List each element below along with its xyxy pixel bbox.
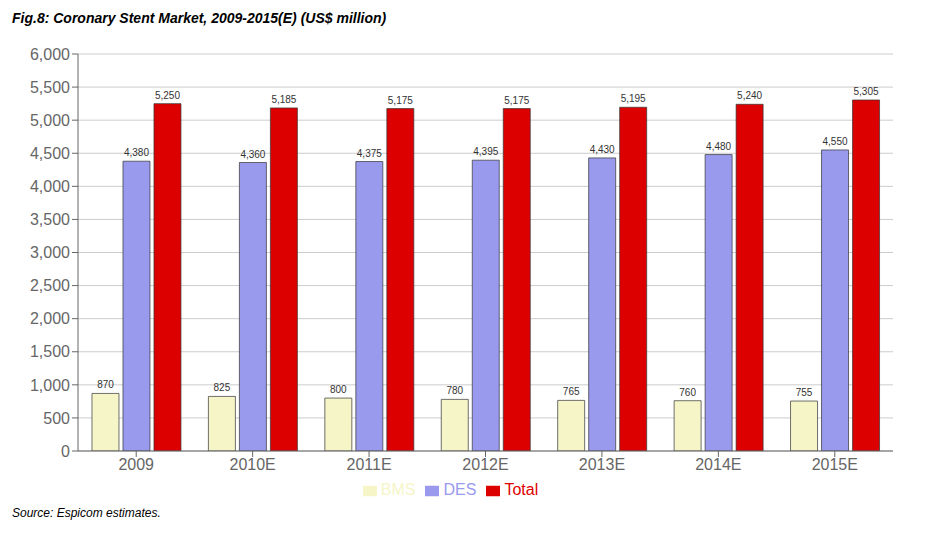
svg-text:2011E: 2011E bbox=[347, 456, 392, 473]
svg-text:800: 800 bbox=[330, 384, 347, 395]
svg-text:0: 0 bbox=[61, 443, 70, 460]
svg-text:5,305: 5,305 bbox=[854, 86, 879, 97]
svg-text:5,250: 5,250 bbox=[155, 90, 180, 101]
svg-text:2009: 2009 bbox=[118, 456, 154, 473]
svg-text:2,500: 2,500 bbox=[30, 277, 70, 294]
svg-text:4,360: 4,360 bbox=[240, 149, 265, 160]
svg-text:2012E: 2012E bbox=[462, 456, 508, 473]
svg-text:5,000: 5,000 bbox=[30, 112, 70, 129]
svg-text:755: 755 bbox=[796, 387, 813, 398]
svg-text:5,240: 5,240 bbox=[737, 90, 762, 101]
html-text:BMS: BMS bbox=[380, 481, 416, 498]
svg-text:2010E: 2010E bbox=[230, 456, 276, 473]
svg-text:4,550: 4,550 bbox=[823, 136, 848, 147]
svg-text:2,000: 2,000 bbox=[30, 310, 70, 327]
html-text:Source: Espicom estimates.: Source: Espicom estimates. bbox=[12, 506, 161, 520]
svg-text:1,000: 1,000 bbox=[30, 377, 70, 394]
svg-text:825: 825 bbox=[214, 382, 231, 393]
svg-text:1,500: 1,500 bbox=[30, 343, 70, 360]
svg-text:780: 780 bbox=[446, 385, 463, 396]
svg-text:6,000: 6,000 bbox=[30, 46, 70, 63]
svg-text:760: 760 bbox=[679, 387, 696, 398]
svg-text:5,175: 5,175 bbox=[504, 95, 529, 106]
html-text:Total: Total bbox=[504, 481, 539, 498]
svg-text:5,500: 5,500 bbox=[30, 79, 70, 96]
svg-text:2015E: 2015E bbox=[812, 456, 858, 473]
svg-text:5,185: 5,185 bbox=[271, 94, 296, 105]
svg-text:500: 500 bbox=[43, 410, 70, 427]
svg-text:765: 765 bbox=[563, 386, 580, 397]
svg-text:5,175: 5,175 bbox=[388, 95, 413, 106]
svg-text:2014E: 2014E bbox=[695, 456, 741, 473]
svg-text:4,000: 4,000 bbox=[30, 178, 70, 195]
svg-text:4,395: 4,395 bbox=[473, 146, 498, 157]
svg-text:4,500: 4,500 bbox=[30, 145, 70, 162]
svg-text:870: 870 bbox=[97, 379, 114, 390]
svg-text:4,375: 4,375 bbox=[357, 148, 382, 159]
svg-text:4,430: 4,430 bbox=[590, 144, 615, 155]
svg-text:4,380: 4,380 bbox=[124, 147, 149, 158]
svg-text:2013E: 2013E bbox=[579, 456, 625, 473]
svg-text:4,480: 4,480 bbox=[706, 141, 731, 152]
svg-text:3,500: 3,500 bbox=[30, 211, 70, 228]
html-text:Fig.8: Coronary Stent Market,: Fig.8: Coronary Stent Market, 2009-2015(… bbox=[12, 10, 387, 26]
html-text:DES: DES bbox=[443, 481, 477, 498]
svg-text:5,195: 5,195 bbox=[621, 93, 646, 104]
svg-text:3,000: 3,000 bbox=[30, 244, 70, 261]
